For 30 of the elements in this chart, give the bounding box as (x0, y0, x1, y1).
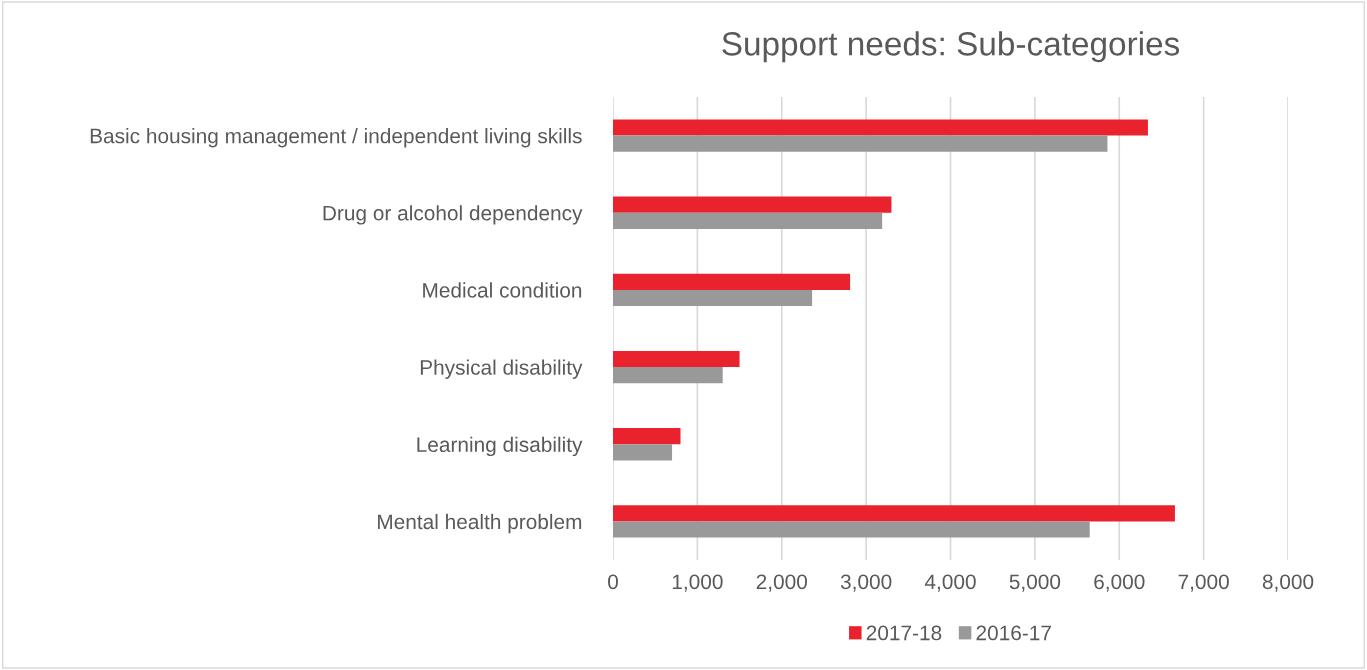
x-tick-label: 5,000 (1009, 574, 1061, 592)
x-tick-label: 6,000 (1094, 574, 1145, 592)
bar (613, 119, 1148, 136)
x-tick-label: 4,000 (924, 574, 976, 592)
y-tick-label: Learning disability (417, 436, 583, 457)
y-tick-label: Physical disability (420, 359, 583, 379)
bar (613, 289, 813, 307)
y-tick-label: Drug or alcohol dependency (323, 205, 583, 225)
bar (613, 428, 681, 445)
bar (613, 521, 1090, 538)
legend-label: 2016-17 (976, 625, 1051, 641)
bar (613, 196, 892, 213)
x-tick-label: 0 (608, 574, 618, 590)
bar (613, 444, 673, 461)
bar (613, 505, 1175, 522)
x-tick-label: 3,000 (840, 574, 892, 592)
y-tick-label: Basic housing management / independent living skills (90, 128, 582, 148)
legend-label: 2017-18 (866, 625, 942, 641)
x-tick-label: 7,000 (1178, 574, 1229, 592)
bar (613, 135, 1108, 152)
x-tick-label: 8,000 (1262, 574, 1314, 592)
y-tick-label: Medical condition (423, 282, 582, 298)
x-tick-label: 1,000 (672, 574, 723, 592)
bar (613, 212, 883, 229)
bar (613, 367, 723, 384)
bar (613, 350, 740, 368)
y-tick-label: Mental health problem (378, 513, 582, 534)
chart-title: Support needs: Sub-categories (722, 31, 1180, 63)
bar (613, 273, 851, 290)
x-tick-label: 2,000 (756, 574, 807, 592)
